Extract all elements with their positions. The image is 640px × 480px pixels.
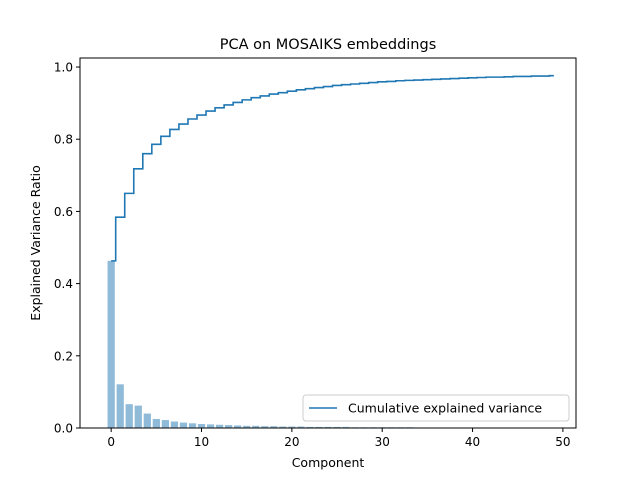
chart-title: PCA on MOSAIKS embeddings	[220, 37, 437, 53]
x-tick-label: 40	[465, 435, 480, 449]
variance-bar	[234, 425, 242, 428]
y-tick-label: 0.8	[54, 133, 73, 147]
y-axis-ticks: 0.0 0.2 0.4 0.6 0.8 1.0	[54, 61, 80, 436]
variance-bar	[261, 426, 269, 428]
y-tick-label: 0.6	[54, 205, 73, 219]
x-tick-label: 20	[284, 435, 299, 449]
variance-bar	[324, 426, 332, 428]
variance-bar	[143, 413, 151, 428]
plot-frame	[79, 57, 577, 429]
variance-bar	[288, 426, 296, 428]
variance-bar	[297, 426, 305, 428]
variance-bar	[243, 425, 251, 428]
y-tick-label: 0.0	[54, 422, 73, 436]
variance-bar	[170, 421, 179, 428]
x-tick-label: 50	[555, 435, 570, 449]
variance-bar	[333, 426, 341, 428]
x-tick-label: 30	[375, 435, 390, 449]
variance-bar	[179, 422, 188, 428]
variance-bar	[342, 426, 350, 428]
variance-bar	[279, 426, 287, 428]
variance-bar	[188, 423, 197, 428]
x-tick-label: 10	[194, 435, 209, 449]
variance-bar	[197, 424, 206, 428]
variance-bar	[206, 424, 215, 428]
variance-bar	[315, 426, 323, 428]
variance-bar	[252, 425, 260, 428]
variance-bar	[125, 404, 133, 428]
variance-bar	[152, 418, 160, 428]
x-axis-ticks: 0 10 20 30 40 50	[107, 428, 571, 449]
variance-bar	[306, 426, 314, 428]
y-tick-label: 0.4	[54, 277, 73, 291]
y-tick-label: 1.0	[54, 61, 73, 75]
variance-bar	[107, 260, 115, 428]
variance-bar	[270, 426, 278, 428]
cumulative-variance-line	[111, 74, 554, 262]
y-tick-label: 0.2	[54, 349, 73, 363]
variance-bar	[116, 384, 124, 428]
legend-label: Cumulative explained variance	[348, 401, 542, 416]
plot-area	[107, 74, 558, 428]
variance-bar	[134, 405, 142, 428]
variance-bar	[225, 425, 233, 428]
legend: Cumulative explained variance	[302, 394, 570, 422]
variance-bar	[215, 424, 224, 428]
y-axis-label: Explained Variance Ratio	[28, 165, 43, 320]
x-axis-label: Component	[292, 455, 365, 470]
variance-bar	[161, 420, 169, 428]
legend-box	[302, 394, 570, 422]
x-tick-label: 0	[107, 435, 115, 449]
